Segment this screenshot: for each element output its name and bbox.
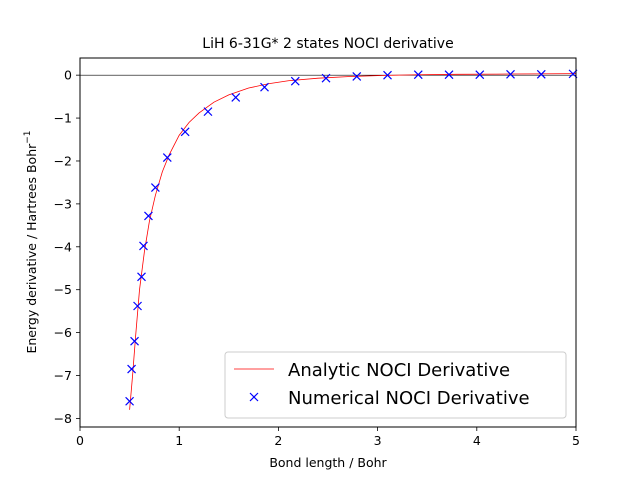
plot-frame bbox=[79, 57, 577, 428]
y-tick-label: −7 bbox=[54, 368, 72, 383]
x-tick-label: 5 bbox=[572, 433, 580, 448]
data-point-numerical bbox=[180, 127, 190, 137]
data-point-numerical bbox=[290, 76, 300, 86]
plot-marks bbox=[80, 69, 578, 410]
legend-label-numerical: Numerical NOCI Derivative bbox=[288, 388, 530, 409]
data-point-numerical bbox=[444, 70, 454, 80]
x-tick-label: 0 bbox=[76, 433, 84, 448]
data-point-numerical bbox=[352, 72, 362, 81]
chart-title: LiH 6-31G* 2 states NOCI derivative bbox=[202, 36, 453, 52]
data-point-numerical bbox=[260, 82, 269, 92]
x-axis-label: Bond length / Bohr bbox=[269, 455, 387, 470]
data-point-numerical bbox=[203, 107, 213, 117]
x-axis: 0 1 2 3 4 5 bbox=[76, 427, 580, 448]
y-axis-label: Energy derivative / Hartrees Bohr−1 bbox=[23, 130, 39, 353]
y-tick-label: −6 bbox=[54, 325, 72, 340]
y-axis: 0 −1 −2 −3 −4 −5 −6 −7 −8 bbox=[54, 68, 80, 426]
legend-marker-swatch bbox=[249, 392, 259, 402]
y-tick-label: −2 bbox=[54, 153, 72, 168]
x-tick-label: 4 bbox=[473, 433, 481, 448]
x-tick-label: 1 bbox=[175, 433, 183, 448]
data-point-numerical bbox=[127, 364, 137, 374]
data-point-numerical bbox=[150, 183, 160, 193]
legend-label-analytic: Analytic NOCI Derivative bbox=[288, 360, 510, 381]
data-point-numerical bbox=[139, 241, 148, 251]
x-tick-label: 3 bbox=[374, 433, 382, 448]
data-point-numerical bbox=[137, 272, 146, 282]
data-point-numerical bbox=[133, 301, 142, 311]
data-point-numerical bbox=[125, 396, 135, 406]
y-tick-label: −3 bbox=[54, 196, 72, 211]
data-point-numerical bbox=[231, 93, 241, 102]
data-point-numerical bbox=[144, 211, 153, 221]
data-point-numerical bbox=[162, 153, 172, 162]
series-line-analytic bbox=[129, 73, 577, 410]
data-point-numerical bbox=[475, 70, 485, 80]
y-tick-label: −4 bbox=[54, 239, 72, 254]
data-point-numerical bbox=[506, 69, 515, 79]
legend-box bbox=[224, 351, 567, 419]
data-point-numerical bbox=[383, 70, 392, 80]
data-point-numerical bbox=[413, 70, 423, 80]
legend: Analytic NOCI Derivative Numerical NOCI … bbox=[224, 351, 567, 419]
x-tick-label: 2 bbox=[274, 433, 282, 448]
data-point-numerical bbox=[321, 73, 331, 83]
data-point-numerical bbox=[130, 336, 139, 346]
y-axis-label-exponent: −1 bbox=[23, 130, 33, 143]
y-axis-label-main: Energy derivative / Hartrees Bohr bbox=[24, 143, 39, 354]
data-point-numerical bbox=[536, 69, 546, 79]
y-tick-label: 0 bbox=[64, 68, 72, 83]
y-tick-label: −5 bbox=[54, 282, 72, 297]
y-tick-label: −1 bbox=[54, 111, 72, 126]
y-tick-label: −8 bbox=[54, 411, 72, 426]
